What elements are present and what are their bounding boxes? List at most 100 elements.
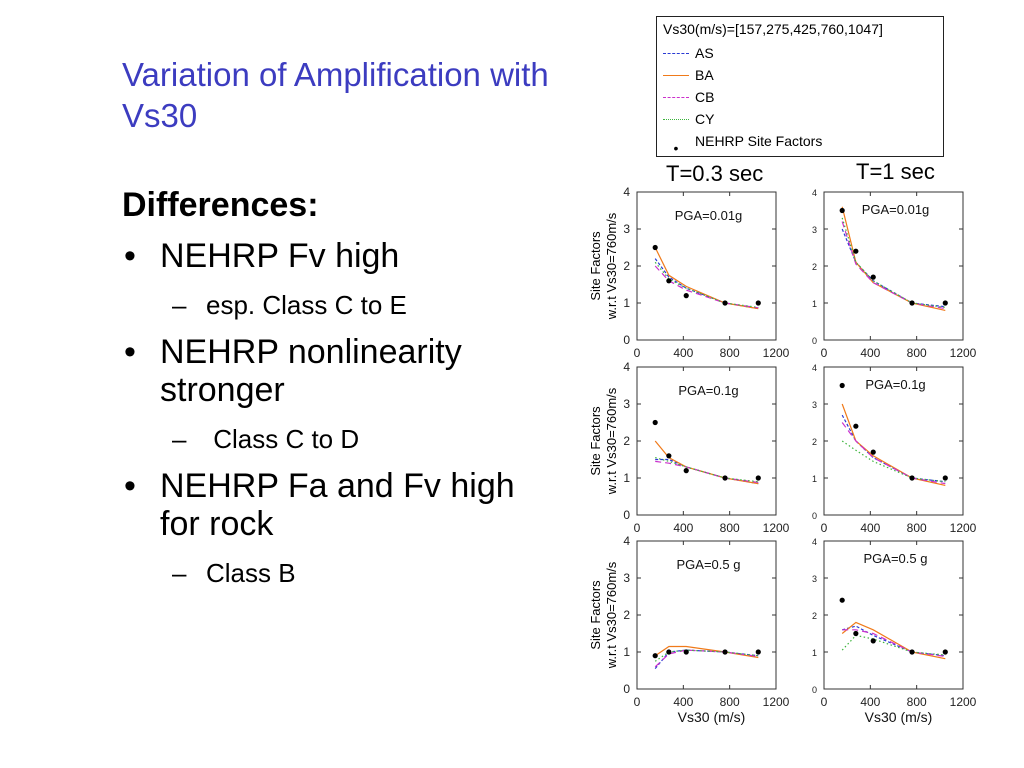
nehrp-point bbox=[870, 449, 876, 455]
bullet-list: Differences: • NEHRP Fv high – esp. Clas… bbox=[122, 186, 542, 597]
y-tick-label: 1 bbox=[623, 471, 630, 485]
nehrp-point bbox=[666, 278, 672, 284]
bullet-text: NEHRP Fv high bbox=[160, 237, 400, 275]
legend-label: BA bbox=[695, 67, 714, 83]
nehrp-point bbox=[755, 300, 761, 306]
bullet-text: NEHRP nonlinearity stronger bbox=[160, 333, 462, 409]
series-line-cb bbox=[842, 629, 946, 657]
x-tick-label: 800 bbox=[907, 521, 927, 535]
y-tick-label: 2 bbox=[812, 437, 817, 447]
sub-bullet-item: – Class C to D bbox=[122, 423, 542, 455]
dash-icon: – bbox=[172, 424, 187, 454]
series-line-as bbox=[654, 649, 759, 669]
y-tick-label: 1 bbox=[623, 645, 630, 659]
x-tick-label: 1200 bbox=[950, 521, 977, 535]
x-tick-label: 400 bbox=[673, 346, 693, 360]
nehrp-point bbox=[755, 475, 761, 481]
x-tick-label: 0 bbox=[634, 695, 641, 709]
series-line-cy bbox=[841, 634, 946, 656]
nehrp-point bbox=[722, 475, 728, 481]
series-line-ba bbox=[654, 440, 759, 485]
y-axis-label: w.r.t Vs30=760m/s bbox=[604, 561, 619, 669]
x-tick-label: 0 bbox=[821, 521, 828, 535]
pga-label: PGA=0.01g bbox=[862, 202, 930, 217]
ba-line-icon bbox=[663, 74, 689, 76]
nehrp-point bbox=[909, 475, 915, 481]
y-tick-label: 4 bbox=[623, 534, 630, 548]
legend-label: NEHRP Site Factors bbox=[695, 133, 823, 149]
x-tick-label: 1200 bbox=[763, 346, 790, 360]
y-tick-label: 3 bbox=[623, 397, 630, 411]
y-tick-label: 2 bbox=[623, 434, 630, 448]
bullet-dot-icon: • bbox=[124, 333, 136, 371]
legend-label: CY bbox=[695, 111, 715, 127]
x-tick-label: 0 bbox=[634, 346, 641, 360]
series-line-as bbox=[654, 258, 759, 310]
y-tick-label: 1 bbox=[812, 648, 817, 658]
y-tick-label: 4 bbox=[623, 185, 630, 199]
y-axis-label: Site Factors bbox=[588, 231, 603, 301]
x-tick-label: 400 bbox=[673, 521, 693, 535]
sub-bullet-item: – Class B bbox=[122, 557, 542, 589]
bullet-item: • NEHRP nonlinearity stronger bbox=[122, 333, 542, 409]
y-axis-label: w.r.t Vs30=760m/s bbox=[604, 212, 619, 320]
x-tick-label: 800 bbox=[720, 695, 740, 709]
bullet-item: • NEHRP Fv high bbox=[122, 237, 542, 275]
legend-entry-cy: CY bbox=[663, 109, 714, 129]
nehrp-point bbox=[683, 293, 689, 299]
series-line-ba bbox=[841, 621, 946, 660]
plot-frame bbox=[823, 366, 964, 516]
pga-label: PGA=0.1g bbox=[678, 383, 738, 398]
y-tick-label: 2 bbox=[812, 611, 817, 621]
nehrp-point bbox=[839, 207, 845, 214]
x-tick-label: 800 bbox=[720, 521, 740, 535]
pga-label: PGA=0.5 g bbox=[677, 557, 741, 572]
x-axis-label: Vs30 (m/s) bbox=[678, 709, 746, 725]
series-line-cy bbox=[655, 457, 759, 483]
y-tick-label: 4 bbox=[623, 360, 630, 374]
legend-label: CB bbox=[695, 89, 715, 105]
nehrp-point bbox=[755, 649, 761, 655]
nehrp-point bbox=[853, 630, 859, 637]
plot-frame bbox=[636, 366, 777, 516]
nehrp-point bbox=[652, 244, 658, 251]
legend-entry-nehrp: • NEHRP Site Factors bbox=[673, 133, 823, 156]
series-line-as bbox=[842, 625, 946, 657]
y-tick-label: 4 bbox=[812, 188, 817, 198]
y-tick-label: 0 bbox=[623, 508, 630, 522]
plot-frame bbox=[636, 191, 777, 341]
series-line-cb bbox=[841, 422, 946, 485]
y-tick-label: 3 bbox=[812, 225, 817, 235]
cy-line-icon bbox=[663, 118, 689, 120]
x-tick-label: 1200 bbox=[950, 695, 977, 709]
nehrp-point bbox=[853, 248, 859, 254]
nehrp-point bbox=[853, 423, 859, 429]
plot-frame bbox=[823, 191, 964, 341]
nehrp-point bbox=[909, 649, 915, 655]
nehrp-point bbox=[942, 475, 948, 481]
series-line-cb bbox=[654, 265, 759, 309]
nehrp-point bbox=[839, 597, 845, 603]
y-tick-label: 0 bbox=[812, 685, 817, 695]
x-tick-label: 1200 bbox=[763, 521, 790, 535]
nehrp-point bbox=[666, 453, 672, 459]
x-axis-label: Vs30 (m/s) bbox=[865, 709, 933, 725]
pga-label: PGA=0.5 g bbox=[864, 551, 928, 566]
column-title-0.3s: T=0.3 sec bbox=[666, 161, 764, 186]
legend-entry-as: AS bbox=[663, 43, 714, 63]
y-tick-label: 4 bbox=[812, 537, 817, 547]
y-tick-label: 2 bbox=[623, 608, 630, 622]
series-line-cb bbox=[655, 460, 759, 483]
plot-frame bbox=[636, 540, 777, 690]
nehrp-point bbox=[722, 649, 728, 655]
series-line-cy bbox=[654, 649, 759, 662]
nehrp-point bbox=[666, 649, 672, 655]
y-axis-label: Site Factors bbox=[588, 406, 603, 476]
nehrp-point bbox=[652, 419, 658, 426]
nehrp-point bbox=[683, 649, 689, 655]
x-tick-label: 0 bbox=[821, 346, 828, 360]
pga-label: PGA=0.01g bbox=[675, 208, 743, 223]
cb-line-icon bbox=[663, 96, 689, 98]
y-tick-label: 3 bbox=[812, 400, 817, 410]
y-axis-label: w.r.t Vs30=760m/s bbox=[604, 387, 619, 495]
